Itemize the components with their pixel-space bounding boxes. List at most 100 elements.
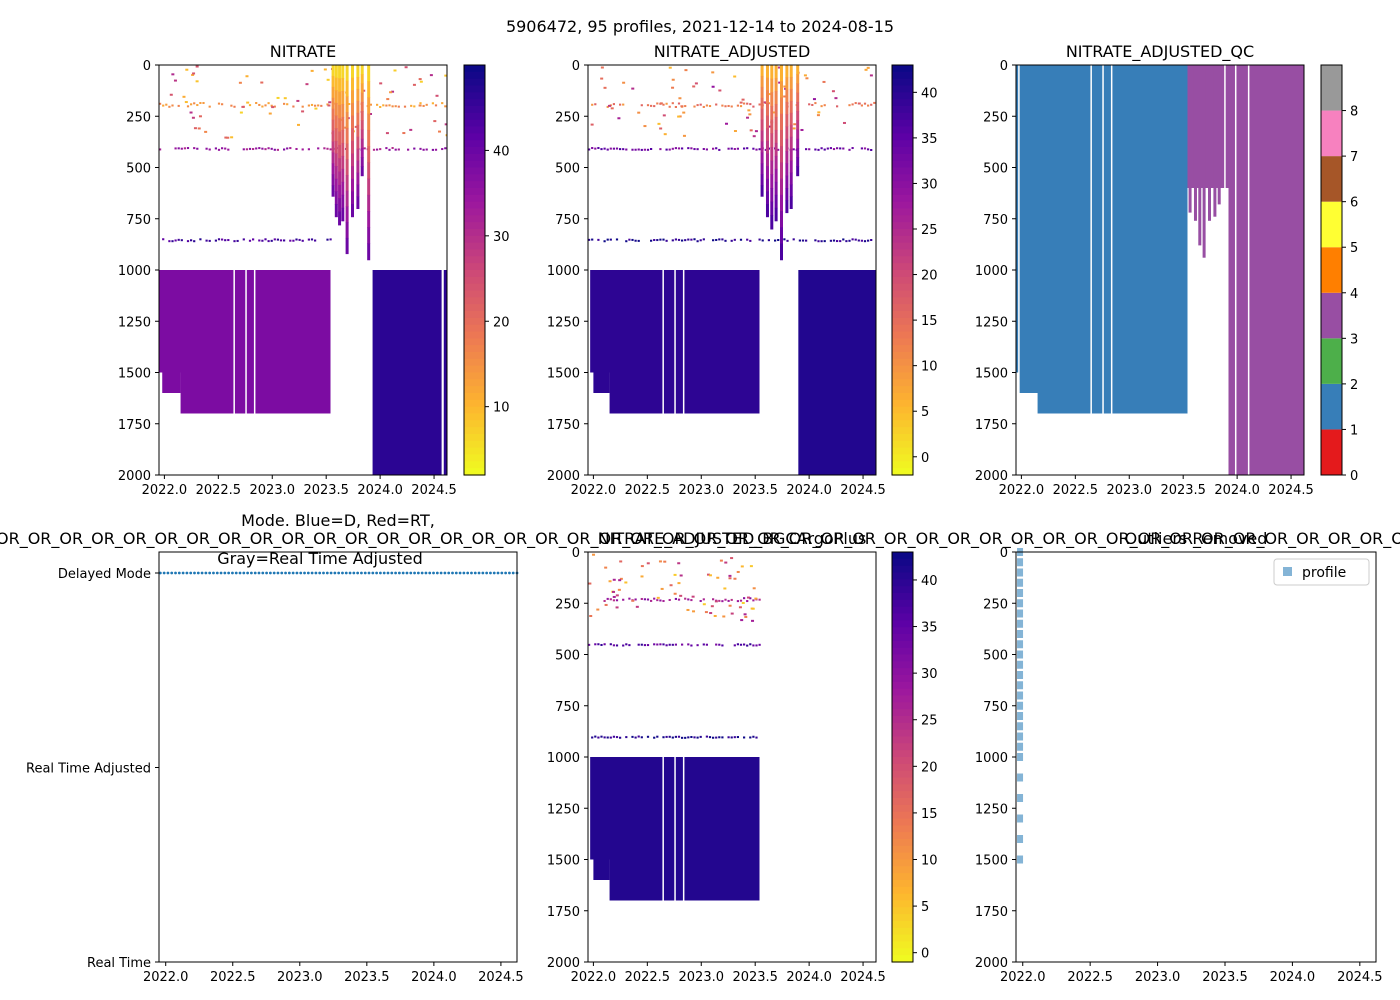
- colorbar-swatch: [464, 181, 485, 189]
- profile-column: [351, 128, 354, 142]
- band-cell: [752, 105, 755, 108]
- colorbar-swatch: [464, 399, 485, 408]
- colorbar-swatch: [464, 71, 485, 80]
- x-tick-label: 2023.0: [679, 483, 725, 498]
- sparse-cell: [822, 80, 826, 83]
- sparse-cell: [678, 97, 682, 100]
- colorbar-swatch: [464, 167, 485, 175]
- band-cell: [615, 644, 619, 647]
- band-cell: [721, 644, 724, 647]
- mode-point: [352, 571, 356, 575]
- profile-column: [780, 211, 783, 228]
- x-tick-label: 2023.0: [1135, 970, 1181, 985]
- band-cell: [276, 238, 279, 241]
- band-cell: [752, 147, 755, 150]
- x-tick-label: 2023.5: [1202, 970, 1248, 985]
- profile-column: [774, 155, 778, 170]
- mode-point: [314, 571, 318, 575]
- profile-column: [796, 120, 800, 131]
- heatmap-block: [593, 372, 610, 393]
- colorbar-swatch: [892, 379, 913, 387]
- profile-column: [338, 211, 342, 226]
- colorbar-swatch: [892, 99, 913, 107]
- band-cell: [363, 147, 366, 150]
- sparse-cell: [710, 605, 714, 608]
- colorbar-swatch: [892, 229, 913, 237]
- band-cell: [739, 643, 743, 646]
- axes-frame: [587, 64, 877, 476]
- band-cell: [724, 598, 727, 601]
- colorbar-swatch: [464, 174, 485, 182]
- band-cell: [860, 239, 863, 242]
- profile-column: [760, 65, 764, 77]
- colorbar-frame: [1320, 64, 1343, 476]
- sparse-cell: [658, 560, 662, 563]
- colorbar-swatch: [464, 222, 485, 230]
- x-tick-label: 2022.0: [571, 970, 617, 985]
- band-cell: [628, 597, 631, 600]
- band-cell: [739, 599, 743, 602]
- band-cell: [739, 105, 743, 108]
- profile-column: [785, 126, 789, 140]
- band-cell: [619, 148, 622, 151]
- mode-point: [329, 571, 333, 575]
- profile-column: [360, 74, 364, 84]
- mode-point: [333, 571, 337, 575]
- panel-title: NITRATE_ADJUSTED: [654, 42, 811, 62]
- sparse-cell: [631, 599, 635, 602]
- profile-column: [351, 166, 354, 180]
- heatmap-block: [443, 270, 447, 475]
- band-cell: [727, 147, 730, 150]
- profile-column: [360, 166, 364, 177]
- x-tick-label: 2024.5: [1268, 483, 1314, 498]
- colorbar-swatch: [892, 413, 913, 421]
- band-cell: [217, 102, 221, 105]
- mode-point: [246, 571, 250, 575]
- colorbar-swatch: [892, 167, 913, 175]
- sparse-cell: [744, 615, 748, 618]
- outlier-point: [1017, 630, 1024, 638]
- mode-point: [424, 571, 428, 575]
- band-cell: [270, 104, 273, 107]
- band-cell: [597, 238, 600, 241]
- sparse-cell: [618, 579, 622, 582]
- band-cell: [597, 147, 600, 150]
- sparse-cell: [379, 82, 383, 85]
- band-cell: [845, 240, 848, 243]
- colorbar-swatch: [464, 461, 485, 469]
- outlier-point: [1017, 609, 1024, 618]
- colorbar-tick-label: 20: [921, 269, 938, 284]
- band-cell: [261, 239, 264, 242]
- profile-column: [331, 130, 335, 143]
- outlier-point: [1017, 558, 1024, 567]
- axes-frame: [587, 551, 877, 963]
- y-tick-label: 1500: [975, 854, 1008, 869]
- colorbar-swatch: [892, 65, 913, 73]
- band-cell: [777, 148, 780, 151]
- y-tick-label: 1750: [547, 905, 580, 920]
- profile-gap: [1224, 65, 1226, 414]
- band-cell: [317, 104, 320, 107]
- colorbar-swatch: [892, 743, 913, 751]
- sparse-cell: [669, 584, 673, 587]
- profile-column: [765, 191, 769, 205]
- band-cell: [687, 598, 690, 601]
- profile-column: [780, 227, 783, 245]
- outlier-point: [1017, 681, 1024, 690]
- heatmap-block: [159, 270, 331, 373]
- outlier-point: [1017, 773, 1024, 782]
- y-tick-label: 1250: [118, 315, 151, 330]
- colorbar-swatch: [892, 839, 913, 847]
- colorbar-tick-label: 4: [1350, 287, 1358, 302]
- band-cell: [609, 598, 612, 601]
- band-cell: [276, 148, 279, 151]
- colorbar-swatch: [892, 893, 913, 902]
- colorbar-tick-label: 1: [1350, 423, 1358, 438]
- y-tick-label: 1500: [547, 854, 580, 869]
- sparse-cell: [195, 80, 199, 83]
- profile-column: [765, 128, 769, 142]
- band-cell: [376, 148, 379, 151]
- y-tick-label: 250: [983, 597, 1008, 612]
- heatmap-block: [609, 859, 760, 901]
- band-cell: [743, 736, 746, 739]
